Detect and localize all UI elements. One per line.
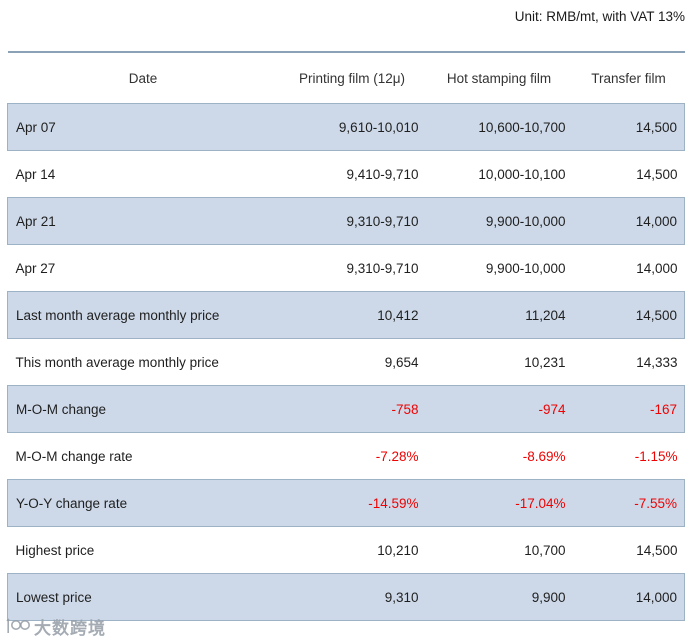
transfer-film-cell: 14,500: [572, 291, 685, 339]
row-label: Apr 07: [7, 103, 279, 151]
row-label: M-O-M change: [7, 385, 279, 433]
printing-film-cell: -7.28%: [278, 432, 426, 480]
printing-film-cell: 9,310: [278, 573, 426, 621]
hot-stamping-cell: 9,900-10,000: [425, 197, 573, 245]
transfer-film-cell: 14,500: [572, 150, 685, 198]
table-row: Apr 07 9,610-10,010 10,600-10,700 14,500: [7, 103, 685, 151]
printing-film-cell: 9,654: [278, 338, 426, 386]
transfer-film-cell: 14,500: [572, 526, 685, 574]
printing-film-cell: -758: [278, 385, 426, 433]
table-row: M-O-M change -758 -974 -167: [7, 385, 685, 433]
printing-film-cell: 9,410-9,710: [278, 150, 426, 198]
transfer-film-cell: -167: [572, 385, 685, 433]
printing-film-cell: 10,412: [278, 291, 426, 339]
header-transfer-film: Transfer film: [572, 52, 685, 104]
transfer-film-cell: 14,500: [572, 103, 685, 151]
transfer-film-cell: 14,000: [572, 197, 685, 245]
hot-stamping-cell: 9,900-10,000: [425, 244, 573, 292]
hot-stamping-cell: 10,000-10,100: [425, 150, 573, 198]
table-row: Apr 21 9,310-9,710 9,900-10,000 14,000: [7, 197, 685, 245]
transfer-film-cell: -7.55%: [572, 479, 685, 527]
row-label: Last month average monthly price: [7, 291, 279, 339]
row-label: Lowest price: [7, 573, 279, 621]
hot-stamping-cell: -17.04%: [425, 479, 573, 527]
price-table: Date Printing film (12μ) Hot stamping fi…: [7, 51, 685, 621]
row-label: Apr 21: [7, 197, 279, 245]
hot-stamping-cell: 10,600-10,700: [425, 103, 573, 151]
printing-film-cell: 9,310-9,710: [278, 244, 426, 292]
transfer-film-cell: 14,000: [572, 573, 685, 621]
printing-film-cell: -14.59%: [278, 479, 426, 527]
unit-note: Unit: RMB/mt, with VAT 13%: [514, 9, 685, 24]
table-row: This month average monthly price 9,654 1…: [7, 338, 685, 386]
printing-film-cell: 9,310-9,710: [278, 197, 426, 245]
transfer-film-cell: -1.15%: [572, 432, 685, 480]
transfer-film-cell: 14,000: [572, 244, 685, 292]
table-row: Lowest price 9,310 9,900 14,000: [7, 573, 685, 621]
row-label: Y-O-Y change rate: [7, 479, 279, 527]
row-label: Apr 27: [7, 244, 279, 292]
header-date: Date: [7, 52, 279, 104]
header-printing-film: Printing film (12μ): [278, 52, 426, 104]
hot-stamping-cell: 10,231: [425, 338, 573, 386]
printing-film-cell: 10,210: [278, 526, 426, 574]
row-label: Apr 14: [7, 150, 279, 198]
table-row: Last month average monthly price 10,412 …: [7, 291, 685, 339]
table-row: M-O-M change rate -7.28% -8.69% -1.15%: [7, 432, 685, 480]
table-row: Y-O-Y change rate -14.59% -17.04% -7.55%: [7, 479, 685, 527]
table-row: Apr 14 9,410-9,710 10,000-10,100 14,500: [7, 150, 685, 198]
hot-stamping-cell: -8.69%: [425, 432, 573, 480]
row-label: M-O-M change rate: [7, 432, 279, 480]
hot-stamping-cell: 10,700: [425, 526, 573, 574]
table-header-row: Date Printing film (12μ) Hot stamping fi…: [7, 52, 685, 104]
row-label: Highest price: [7, 526, 279, 574]
transfer-film-cell: 14,333: [572, 338, 685, 386]
header-hot-stamping-film: Hot stamping film: [425, 52, 573, 104]
printing-film-cell: 9,610-10,010: [278, 103, 426, 151]
table-row: Apr 27 9,310-9,710 9,900-10,000 14,000: [7, 244, 685, 292]
table-row: Highest price 10,210 10,700 14,500: [7, 526, 685, 574]
hot-stamping-cell: -974: [425, 385, 573, 433]
hot-stamping-cell: 9,900: [425, 573, 573, 621]
hot-stamping-cell: 11,204: [425, 291, 573, 339]
row-label: This month average monthly price: [7, 338, 279, 386]
